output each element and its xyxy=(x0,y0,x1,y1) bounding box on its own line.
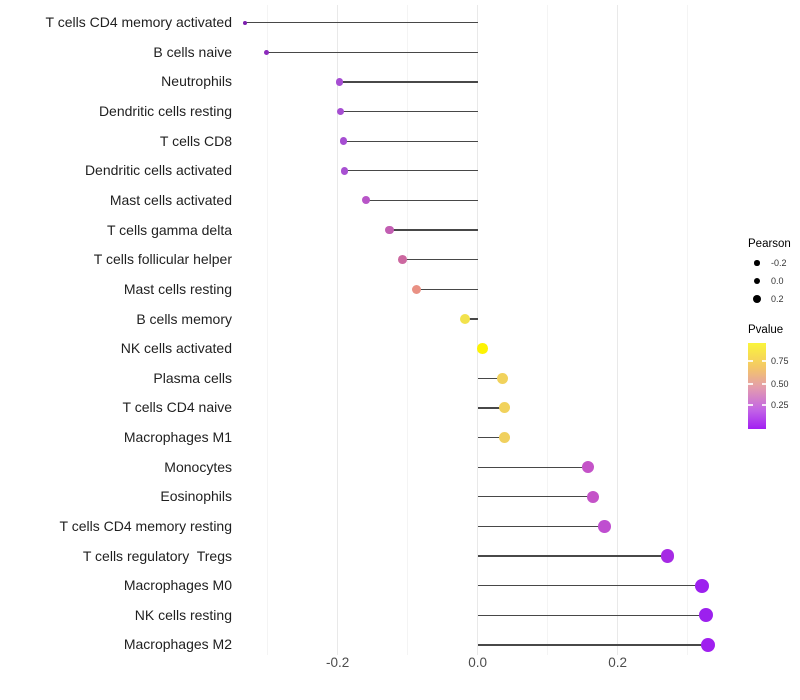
row-label: Eosinophils xyxy=(160,488,232,505)
row-label: Dendritic cells activated xyxy=(84,162,232,179)
lollipop-dot xyxy=(498,402,510,414)
x-tick-label: 0.2 xyxy=(608,655,628,670)
lollipop-dot xyxy=(497,372,509,384)
lollipop-stem xyxy=(402,259,478,261)
x-tick-label: -0.2 xyxy=(326,655,350,670)
lollipop-dot xyxy=(340,167,349,175)
lollipop-dot xyxy=(477,343,488,354)
lollipop-dot xyxy=(660,549,675,563)
lollipop-stem xyxy=(477,644,708,646)
colorbar-tick xyxy=(761,360,766,362)
lollipop-dot xyxy=(385,225,394,235)
row-label: Neutrophils xyxy=(161,73,232,90)
size-legend-label: 0.0 xyxy=(771,276,784,286)
colorbar-tick xyxy=(748,360,753,362)
lollipop-dot xyxy=(498,432,510,443)
lollipop-dot xyxy=(586,490,600,503)
row-label: Macrophages M0 xyxy=(123,577,232,594)
row-label: T cells CD4 memory resting xyxy=(59,517,232,534)
gridline-minor xyxy=(267,5,269,655)
lollipop-stem xyxy=(366,199,478,202)
row-label: B cells naive xyxy=(153,43,232,60)
row-label: Plasma cells xyxy=(153,369,232,386)
lollipop-dot xyxy=(698,608,713,623)
colorbar-tick xyxy=(761,404,766,406)
row-label: Mast cells activated xyxy=(109,191,232,208)
size-legend-title: Pearson xyxy=(748,238,791,250)
lollipop-stem xyxy=(477,466,589,468)
lollipop-dot xyxy=(362,196,371,205)
lollipop-dot xyxy=(695,578,710,593)
lollipop-stem xyxy=(477,555,668,557)
lollipop-stem xyxy=(477,377,503,379)
lollipop-dot xyxy=(700,637,716,653)
size-legend-dot xyxy=(753,295,761,303)
lollipop-stem xyxy=(416,288,478,291)
colorbar-tick xyxy=(761,383,766,385)
color-legend-label: 0.25 xyxy=(771,400,789,410)
x-tick-label: 0.0 xyxy=(468,655,488,670)
lollipop-stem xyxy=(343,140,478,142)
size-legend-label: 0.2 xyxy=(771,294,784,304)
gridline-minor xyxy=(407,5,409,655)
row-label: NK cells resting xyxy=(134,606,232,623)
lollipop-stem xyxy=(389,229,478,231)
lollipop-stem xyxy=(266,51,478,53)
gridline-major xyxy=(337,5,339,655)
lollipop-dot xyxy=(242,20,247,25)
lollipop-dot xyxy=(411,284,421,294)
row-label: NK cells activated xyxy=(120,340,232,357)
lollipop-dot xyxy=(263,49,269,55)
size-legend-label: -0.2 xyxy=(771,258,787,268)
lollipop-dot xyxy=(397,255,407,265)
lollipop-dot xyxy=(336,78,344,86)
color-legend-title: Pvalue xyxy=(748,324,784,336)
pvalue-colorbar xyxy=(748,343,766,429)
gridline-minor xyxy=(687,5,689,655)
row-label: T cells CD4 memory activated xyxy=(45,14,232,31)
row-label: Macrophages M2 xyxy=(123,636,232,653)
lollipop-stem xyxy=(344,170,478,172)
row-label: B cells memory xyxy=(136,310,232,327)
gridline-major xyxy=(617,5,619,655)
row-label: Macrophages M1 xyxy=(123,429,232,446)
lollipop-dot xyxy=(582,460,595,474)
row-label: Mast cells resting xyxy=(123,280,232,297)
color-legend-label: 0.50 xyxy=(771,379,789,389)
row-label: T cells CD4 naive xyxy=(122,399,232,416)
lollipop-stem xyxy=(477,436,505,439)
lollipop-stem xyxy=(465,318,478,320)
lollipop-stem xyxy=(477,496,594,498)
gridline-minor xyxy=(547,5,549,655)
row-label: T cells gamma delta xyxy=(106,221,232,238)
size-legend-dot xyxy=(753,277,761,285)
lollipop-stem xyxy=(477,407,505,409)
row-label: T cells follicular helper xyxy=(93,251,232,268)
row-label: T cells regulatory Tregs xyxy=(82,547,232,564)
size-legend-dot xyxy=(754,260,760,266)
color-legend-label: 0.75 xyxy=(771,356,789,366)
row-label: Monocytes xyxy=(164,458,232,475)
gridline-major xyxy=(477,5,479,655)
row-label: Dendritic cells resting xyxy=(98,103,232,120)
lollipop-stem xyxy=(477,525,605,528)
row-label: T cells CD8 xyxy=(159,132,232,149)
colorbar-tick xyxy=(748,383,753,385)
colorbar-tick xyxy=(748,404,753,406)
lollipop-stem xyxy=(340,110,478,113)
lollipop-stem xyxy=(339,81,478,83)
lollipop-stem xyxy=(244,22,478,24)
lollipop-dot xyxy=(339,137,347,145)
lollipop-dot xyxy=(598,520,611,533)
lollipop-dot xyxy=(336,107,345,116)
lollipop-dot xyxy=(459,313,471,325)
lollipop-stem xyxy=(477,614,706,616)
lollipop-stem xyxy=(477,585,703,587)
